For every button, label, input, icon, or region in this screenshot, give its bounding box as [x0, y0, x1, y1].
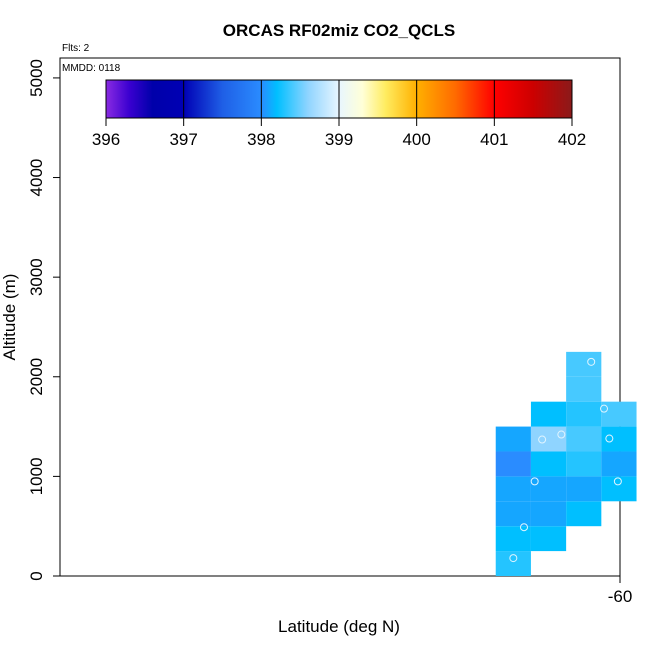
heatmap-cell: [530, 476, 567, 502]
heatmap-cells: [495, 351, 637, 576]
colorbar-tick-label: 400: [402, 130, 430, 149]
heatmap-cell: [566, 476, 602, 502]
heatmap-cell: [566, 451, 602, 477]
plot-frame: [59, 57, 621, 577]
heatmap-cell: [601, 426, 637, 452]
flights-label: Flts: 2: [62, 43, 90, 54]
y-tick-label: 0: [27, 571, 46, 580]
observation-point: [530, 477, 539, 486]
colorbar-tick-label: 402: [558, 130, 586, 149]
heatmap-cell: [530, 526, 567, 552]
heatmap-cell: [566, 501, 602, 527]
y-tick-label: 3000: [27, 258, 46, 296]
heatmap-cell: [530, 426, 567, 452]
x-tick-label: -60: [608, 587, 633, 606]
observation-point: [557, 430, 566, 439]
heatmap-cell: [566, 401, 602, 427]
colorbar-tick-label: 401: [480, 130, 508, 149]
heatmap-cell: [566, 351, 602, 377]
observation-point: [509, 554, 518, 563]
colorbar-tick-label: 396: [92, 130, 120, 149]
observation-point: [605, 434, 614, 443]
heatmap-cell: [566, 376, 602, 402]
heatmap-cell: [530, 501, 567, 527]
x-axis: -60: [608, 576, 633, 606]
colorbar: 396 397 398 399 400 401 402: [92, 79, 586, 149]
mmdd-label: MMDD: 0118: [62, 63, 121, 74]
observation-point: [538, 435, 547, 444]
y-tick-label: 4000: [27, 159, 46, 197]
y-tick-label: 1000: [27, 457, 46, 495]
colorbar-tick-label: 397: [169, 130, 197, 149]
observation-point: [613, 477, 622, 486]
heatmap-cell: [495, 551, 531, 576]
heatmap-cell: [601, 451, 637, 477]
heatmap-cell: [495, 451, 531, 477]
y-axis-label: Altitude (m): [0, 274, 19, 361]
chart-title: ORCAS RF02miz CO2_QCLS: [223, 21, 455, 40]
heatmap-cell: [530, 401, 567, 427]
observation-point: [520, 523, 528, 532]
observation-point: [600, 404, 608, 413]
y-axis: 0 1000 2000 3000 4000 5000: [27, 59, 60, 581]
y-tick-label: 2000: [27, 358, 46, 396]
colorbar-ticks: 396 397 398 399 400 401 402: [92, 80, 586, 149]
x-axis-label: Latitude (deg N): [278, 617, 400, 636]
heatmap-cell: [530, 451, 567, 477]
heatmap-cell: [566, 426, 602, 452]
heatmap-cell: [495, 476, 531, 502]
heatmap-cell: [601, 476, 637, 502]
observation-points: [509, 357, 622, 563]
heatmap-cell: [495, 501, 531, 527]
heatmap-cell: [495, 426, 531, 452]
colorbar-tick-label: 398: [247, 130, 275, 149]
y-tick-label: 5000: [27, 59, 46, 97]
observation-point: [587, 357, 596, 366]
heatmap-cell: [601, 401, 637, 427]
colorbar-tick-label: 399: [325, 130, 353, 149]
